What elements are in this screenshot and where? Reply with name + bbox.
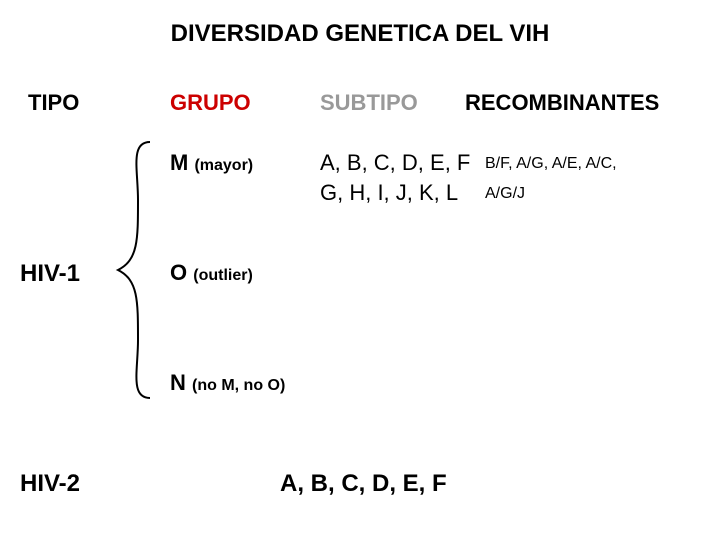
subtipo-m-line1: A, B, C, D, E, F (320, 150, 470, 176)
group-n: N (no M, no O) (170, 370, 285, 396)
curly-brace-icon (110, 140, 160, 400)
group-n-note: (no M, no O) (192, 377, 285, 394)
group-m: M (mayor) (170, 150, 253, 176)
type-hiv1: HIV-1 (20, 260, 80, 288)
header-tipo: TIPO (28, 90, 79, 116)
page-title: DIVERSIDAD GENETICA DEL VIH (0, 20, 720, 48)
header-recombinantes: RECOMBINANTES (465, 90, 659, 116)
recombinantes-line2: A/G/J (485, 185, 525, 203)
group-o-note: (outlier) (193, 267, 253, 284)
header-subtipo: SUBTIPO (320, 90, 418, 116)
group-m-letter: M (170, 150, 188, 175)
group-o: O (outlier) (170, 260, 253, 286)
subtipo-m-line2: G, H, I, J, K, L (320, 180, 458, 206)
group-o-letter: O (170, 260, 187, 285)
type-hiv2: HIV-2 (20, 470, 80, 498)
group-n-letter: N (170, 370, 186, 395)
hiv2-subtipos: A, B, C, D, E, F (280, 470, 447, 498)
group-m-note: (mayor) (194, 157, 253, 174)
header-grupo: GRUPO (170, 90, 251, 116)
recombinantes-line1: B/F, A/G, A/E, A/C, (485, 155, 617, 173)
